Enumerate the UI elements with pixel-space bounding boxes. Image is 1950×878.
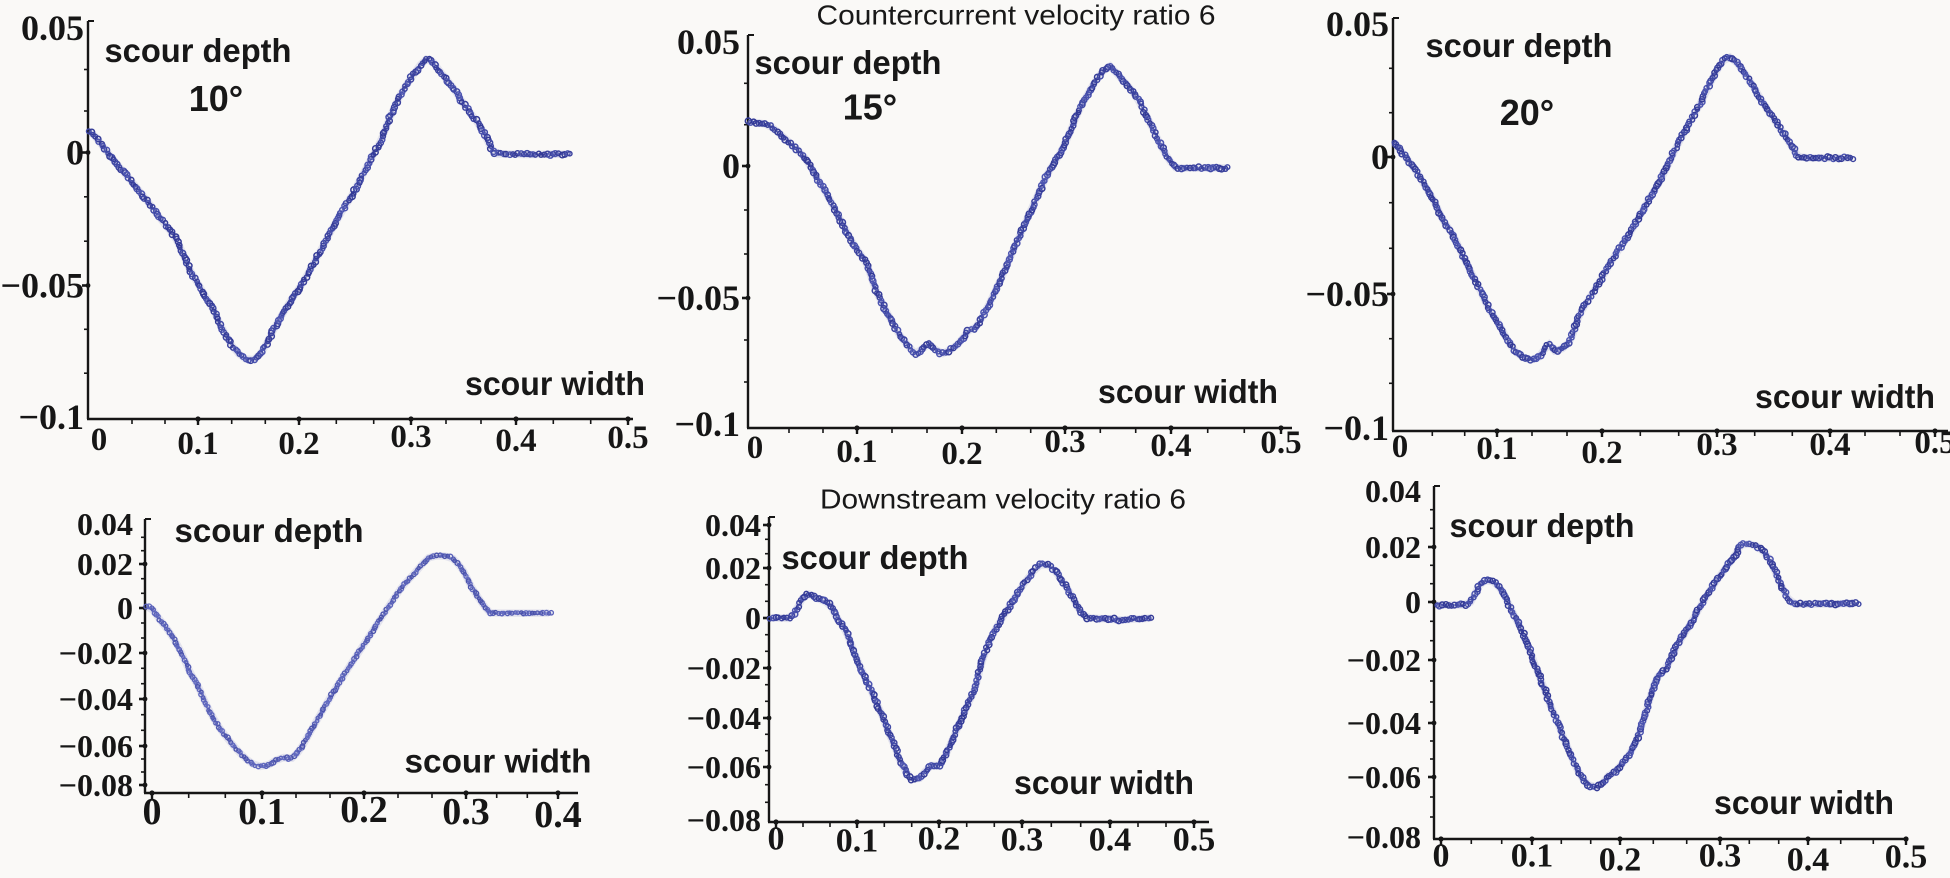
svg-text:0.4: 0.4 [534, 794, 582, 836]
svg-text:0: 0 [117, 590, 133, 626]
svg-text:scour width: scour width [1714, 784, 1894, 821]
svg-text:0.3: 0.3 [1696, 427, 1737, 463]
svg-text:−0.08: −0.08 [1347, 819, 1421, 855]
svg-text:−0.06: −0.06 [1347, 759, 1421, 795]
svg-text:scour depth: scour depth [175, 512, 364, 549]
svg-text:0.04: 0.04 [1365, 473, 1421, 509]
svg-text:−0.1: −0.1 [1323, 408, 1389, 448]
svg-text:0: 0 [143, 791, 162, 833]
svg-text:−0.02: −0.02 [687, 650, 761, 686]
svg-text:0: 0 [722, 146, 740, 186]
svg-text:0.3: 0.3 [390, 419, 431, 455]
svg-text:0: 0 [1371, 137, 1389, 177]
svg-text:0: 0 [1405, 584, 1421, 620]
svg-text:scour depth: scour depth [1450, 507, 1635, 544]
svg-text:0.1: 0.1 [177, 426, 218, 462]
svg-text:−0.02: −0.02 [59, 635, 133, 671]
svg-text:0.2: 0.2 [278, 426, 319, 462]
svg-text:0.4: 0.4 [495, 423, 536, 459]
svg-text:scour width: scour width [1755, 378, 1935, 415]
svg-text:scour depth: scour depth [105, 32, 292, 69]
svg-text:0.2: 0.2 [918, 821, 961, 858]
svg-text:0.1: 0.1 [238, 791, 286, 833]
svg-text:0: 0 [91, 422, 108, 458]
svg-text:0: 0 [66, 133, 84, 173]
svg-text:scour width: scour width [465, 365, 645, 402]
svg-text:0: 0 [1433, 838, 1450, 875]
svg-text:−0.04: −0.04 [59, 681, 133, 717]
svg-text:scour width: scour width [1098, 373, 1278, 410]
svg-text:scour depth: scour depth [1426, 27, 1613, 64]
svg-text:scour depth: scour depth [782, 539, 969, 576]
svg-text:−0.1: −0.1 [674, 404, 740, 444]
svg-text:0.2: 0.2 [1599, 842, 1642, 878]
svg-text:0.02: 0.02 [77, 546, 133, 582]
svg-text:−0.05: −0.05 [1305, 274, 1389, 314]
svg-text:−0.02: −0.02 [1347, 642, 1421, 678]
svg-text:−0.05: −0.05 [656, 278, 740, 318]
svg-text:0.5: 0.5 [1914, 425, 1950, 461]
svg-text:0.3: 0.3 [442, 791, 490, 833]
svg-text:0: 0 [747, 430, 764, 466]
svg-text:0.3: 0.3 [1044, 424, 1085, 460]
svg-text:15°: 15° [843, 87, 897, 128]
svg-text:0.1: 0.1 [1476, 431, 1517, 467]
svg-text:0.1: 0.1 [836, 434, 877, 470]
svg-text:0: 0 [1392, 429, 1409, 465]
svg-text:10°: 10° [189, 78, 243, 119]
svg-text:−0.04: −0.04 [1347, 705, 1421, 741]
svg-text:0.05: 0.05 [1326, 4, 1389, 44]
svg-text:−0.08: −0.08 [687, 802, 761, 838]
svg-text:0.2: 0.2 [1581, 435, 1622, 471]
svg-text:0.5: 0.5 [1260, 425, 1301, 461]
svg-text:0.4: 0.4 [1089, 822, 1132, 859]
svg-text:scour width: scour width [405, 743, 592, 780]
svg-text:20°: 20° [1500, 92, 1554, 133]
svg-text:0.5: 0.5 [607, 420, 648, 456]
svg-text:Countercurrent velocity ratio: Countercurrent velocity ratio 6 [817, 0, 1216, 31]
svg-text:0.02: 0.02 [1365, 529, 1421, 565]
svg-text:−0.04: −0.04 [687, 700, 761, 736]
svg-text:0.5: 0.5 [1885, 839, 1928, 876]
svg-text:−0.06: −0.06 [687, 749, 761, 785]
svg-text:0.2: 0.2 [340, 789, 388, 831]
svg-text:0: 0 [768, 821, 785, 858]
svg-text:0.2: 0.2 [941, 436, 982, 472]
svg-text:scour width: scour width [1014, 764, 1194, 801]
svg-text:0.4: 0.4 [1809, 427, 1850, 463]
svg-text:0.4: 0.4 [1787, 842, 1830, 878]
svg-text:−0.05: −0.05 [0, 266, 84, 306]
svg-text:0.1: 0.1 [836, 823, 879, 860]
svg-text:0: 0 [745, 600, 761, 636]
svg-text:0.05: 0.05 [21, 8, 84, 48]
svg-text:0.05: 0.05 [677, 22, 740, 62]
svg-text:0.4: 0.4 [1150, 428, 1191, 464]
svg-text:0.04: 0.04 [77, 506, 133, 542]
svg-text:0.1: 0.1 [1511, 838, 1554, 875]
svg-text:−0.08: −0.08 [59, 767, 133, 803]
svg-text:scour depth: scour depth [755, 44, 942, 81]
svg-text:0.04: 0.04 [705, 507, 761, 543]
svg-text:0.5: 0.5 [1173, 822, 1216, 859]
svg-text:0.3: 0.3 [1001, 822, 1044, 859]
svg-text:0.3: 0.3 [1699, 838, 1742, 875]
svg-text:0.02: 0.02 [705, 550, 761, 586]
svg-text:−0.06: −0.06 [59, 728, 133, 764]
svg-text:Downstream velocity ratio 6: Downstream velocity ratio 6 [820, 484, 1186, 515]
svg-text:−0.1: −0.1 [18, 397, 84, 437]
